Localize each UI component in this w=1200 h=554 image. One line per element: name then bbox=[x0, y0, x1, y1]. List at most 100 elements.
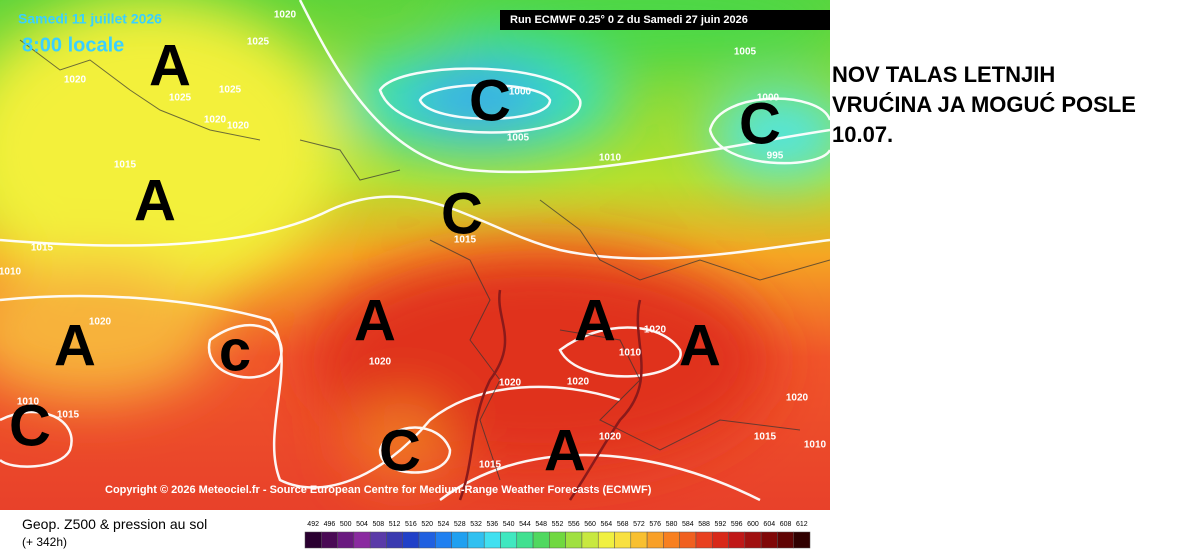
legend-label: 544 bbox=[519, 521, 531, 528]
isobar-label: 1010 bbox=[17, 397, 40, 408]
pressure-center: C bbox=[379, 418, 421, 483]
pressure-center: c bbox=[219, 318, 251, 383]
legend-label: 536 bbox=[486, 521, 498, 528]
isobar-label: 1005 bbox=[734, 47, 757, 58]
legend-label: 532 bbox=[470, 521, 482, 528]
legend-label: 568 bbox=[617, 521, 629, 528]
legend-swatch bbox=[760, 531, 778, 549]
isobar-label: 1000 bbox=[757, 93, 780, 104]
legend-swatch bbox=[793, 531, 811, 549]
pressure-center: A bbox=[544, 418, 586, 483]
isobar-label: 1025 bbox=[219, 85, 242, 96]
legend-swatch bbox=[565, 531, 583, 549]
isobar-label: 1010 bbox=[619, 348, 642, 359]
caption-line: 10.07. bbox=[832, 122, 894, 147]
legend-label: 596 bbox=[731, 521, 743, 528]
legend-label: 504 bbox=[356, 521, 368, 528]
isobar-label: 1020 bbox=[567, 377, 590, 388]
legend-swatch bbox=[516, 531, 534, 549]
caption: NOV TALAS LETNJIH VRUĆINA JA MOGUĆ POSLE 1… bbox=[832, 60, 1136, 150]
weather-map: Run ECMWF 0.25° 0 Z du Samedi 27 juin 20… bbox=[0, 0, 830, 510]
isobar-label: 1020 bbox=[64, 75, 87, 86]
legend-label: 576 bbox=[649, 521, 661, 528]
isobar-label: 1020 bbox=[369, 357, 392, 368]
legend-swatch bbox=[304, 531, 322, 549]
legend-swatch bbox=[679, 531, 697, 549]
legend-label: 520 bbox=[421, 521, 433, 528]
date: Samedi 11 juillet 2026 bbox=[18, 11, 162, 27]
legend-swatch bbox=[744, 531, 762, 549]
pressure-center: A bbox=[574, 288, 616, 353]
isobar-label: 1025 bbox=[247, 37, 270, 48]
legend-label: 584 bbox=[682, 521, 694, 528]
legend-swatch bbox=[630, 531, 648, 549]
pressure-center: C bbox=[9, 393, 51, 458]
legend-label: 564 bbox=[601, 521, 613, 528]
pressure-center: C bbox=[739, 91, 781, 156]
legend-swatch bbox=[728, 531, 746, 549]
time: 8:00 locale bbox=[22, 34, 124, 56]
isobar-label: 1000 bbox=[509, 87, 532, 98]
legend-swatch bbox=[483, 531, 501, 549]
legend-label: 508 bbox=[372, 521, 384, 528]
legend-label: 500 bbox=[340, 521, 352, 528]
isobar-label: 1015 bbox=[479, 460, 502, 471]
legend-swatch bbox=[451, 531, 469, 549]
legend-swatch bbox=[467, 531, 485, 549]
isobar-label: 1010 bbox=[804, 440, 827, 451]
isobar-label: 1025 bbox=[169, 93, 192, 104]
isobar-label: 1020 bbox=[227, 121, 250, 132]
isobar-label: 1015 bbox=[57, 410, 80, 421]
legend-swatch bbox=[500, 531, 518, 549]
legend-swatch bbox=[614, 531, 632, 549]
isobar-label: 1020 bbox=[644, 325, 667, 336]
run-text: Run ECMWF 0.25° 0 Z du Samedi 27 juin 20… bbox=[510, 14, 748, 26]
legend-swatch bbox=[712, 531, 729, 549]
pressure-center: C bbox=[469, 68, 511, 133]
legend-swatch bbox=[549, 531, 566, 549]
legend-swatch bbox=[663, 531, 680, 549]
legend: 492 496 500 504 508 512 516 520 524 528 532 536 540 5… bbox=[304, 521, 811, 549]
isobar-label: 1010 bbox=[599, 153, 622, 164]
legend-label: 528 bbox=[454, 521, 466, 528]
legend-swatch bbox=[321, 531, 338, 549]
legend-label: 588 bbox=[698, 521, 710, 528]
legend-label: 516 bbox=[405, 521, 417, 528]
caption-line: VRUĆINA JA MOGUĆ POSLE bbox=[832, 92, 1136, 117]
pressure-center: A bbox=[54, 313, 96, 378]
caption-line: NOV TALAS LETNJIH bbox=[832, 62, 1056, 87]
legend-label: 604 bbox=[763, 521, 775, 528]
run-box bbox=[500, 10, 830, 30]
legend-swatch bbox=[646, 531, 664, 549]
legend-swatch bbox=[337, 531, 355, 549]
legend-label: 496 bbox=[324, 521, 336, 528]
legend-label: 600 bbox=[747, 521, 759, 528]
legend-swatch bbox=[581, 531, 599, 549]
legend-label: 572 bbox=[633, 521, 645, 528]
legend-swatch bbox=[532, 531, 550, 549]
pressure-center: A bbox=[354, 288, 396, 353]
pressure-center: A bbox=[679, 313, 721, 378]
legend-label: 512 bbox=[389, 521, 401, 528]
legend-label: 556 bbox=[568, 521, 580, 528]
legend-label: 560 bbox=[584, 521, 596, 528]
legend-swatch bbox=[369, 531, 387, 549]
isobar-label: 1015 bbox=[454, 235, 477, 246]
legend-label: 548 bbox=[535, 521, 547, 528]
legend-label: 592 bbox=[715, 521, 727, 528]
legend-label: 552 bbox=[552, 521, 564, 528]
legend-swatch bbox=[353, 531, 371, 549]
legend-subtitle: (+ 342h) bbox=[22, 535, 68, 549]
legend-swatch bbox=[695, 531, 713, 549]
legend-label: 524 bbox=[438, 521, 450, 528]
isobar-label: 1015 bbox=[114, 160, 137, 171]
isobar-label: 995 bbox=[767, 151, 784, 162]
legend-swatch bbox=[386, 531, 403, 549]
isobar-label: 1020 bbox=[599, 432, 622, 443]
pressure-center: A bbox=[149, 33, 191, 98]
legend-swatch bbox=[777, 531, 794, 549]
legend-swatch bbox=[435, 531, 452, 549]
legend-label: 540 bbox=[503, 521, 515, 528]
legend-swatch bbox=[418, 531, 436, 549]
